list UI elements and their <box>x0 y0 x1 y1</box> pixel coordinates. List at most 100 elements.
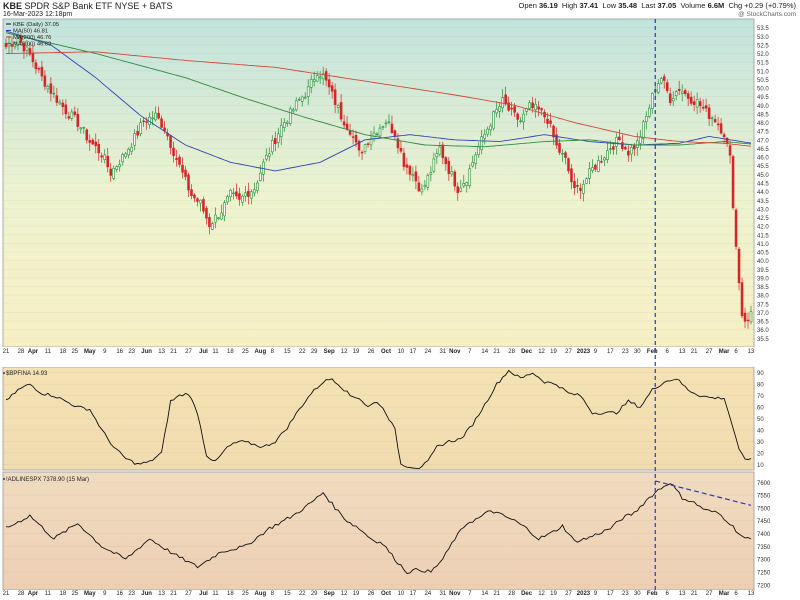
x-tick-label-bottom: 23 <box>622 591 629 597</box>
y-tick-label: 48.5 <box>757 112 769 118</box>
x-tick-label-bottom: 26 <box>368 591 375 597</box>
candle-body <box>462 183 466 187</box>
x-tick-label: 24 <box>425 349 432 355</box>
candle-body <box>534 103 537 110</box>
candle-body <box>121 153 124 163</box>
x-tick-label-bottom: 25 <box>242 591 249 597</box>
y-tick-label: 37.0 <box>757 311 769 317</box>
candle-body <box>324 71 328 81</box>
y-tick-label: 40 <box>757 428 764 434</box>
candle-body <box>447 160 451 174</box>
candle-body <box>573 181 576 188</box>
x-tick-label-bottom: 9 <box>594 591 598 597</box>
candle-body <box>259 172 262 181</box>
ma100-line <box>6 51 752 147</box>
x-tick-label-bottom: Jul <box>199 591 208 597</box>
y-tick-label: 46.5 <box>757 147 769 153</box>
candle-body <box>420 188 424 193</box>
y-tick-label: 20 <box>757 451 764 457</box>
candle-body <box>647 107 651 117</box>
candle-body <box>181 164 184 173</box>
candle-body <box>665 82 669 92</box>
y-tick-label: 43.5 <box>757 199 769 205</box>
candle-body <box>429 172 433 175</box>
candle-body <box>642 121 645 139</box>
legend-ma200: MA(200) 46.76 <box>13 35 51 41</box>
high-label: High <box>561 1 578 10</box>
adline-legend: !ADLINESPX 7378.90 (15 Mar) <box>6 477 89 483</box>
candle-body <box>85 129 89 141</box>
candle-body <box>187 174 190 191</box>
candle-body <box>408 165 412 175</box>
candle-body <box>67 116 71 119</box>
timestamp: 16-Mar-2023 12:18pm <box>3 11 73 18</box>
legend-price: KBE (Daily) 37.05 <box>13 22 59 28</box>
candle-body <box>594 164 597 170</box>
quote-summary: Open 36.19 High 37.41 Low 35.48 Last 37.… <box>519 1 796 10</box>
candle-body <box>441 144 445 159</box>
candle-body <box>175 157 178 161</box>
volume-label: Volume <box>680 1 706 10</box>
candle-body <box>480 136 483 150</box>
x-tick-label-bottom: 13 <box>158 591 165 597</box>
candle-body <box>348 130 352 135</box>
x-tick-label: Feb <box>647 349 658 355</box>
candle-body <box>504 94 507 105</box>
candle-body <box>432 158 436 172</box>
x-tick-label: 22 <box>299 349 306 355</box>
x-tick-label: 11 <box>45 349 52 355</box>
candle-body <box>279 124 283 137</box>
candle-body <box>519 120 522 122</box>
candle-body <box>40 66 44 77</box>
candle-body <box>390 123 394 133</box>
candle-body <box>471 162 475 167</box>
x-tick-label-bottom: 27 <box>565 591 572 597</box>
bpfina-legend: $BPFINA 14.93 <box>6 371 48 377</box>
candle-body <box>7 43 11 47</box>
candle-body <box>61 102 65 108</box>
x-tick-label: 29 <box>311 349 318 355</box>
x-tick-label: 23 <box>622 349 629 355</box>
candle-body <box>97 144 101 154</box>
x-tick-label: 28 <box>508 349 515 355</box>
candle-body <box>253 189 256 194</box>
candle-body <box>722 134 726 138</box>
x-tick-label-bottom: May <box>84 591 96 597</box>
candle-body <box>106 155 110 168</box>
candle-body <box>624 146 627 150</box>
candle-body <box>318 76 322 79</box>
candle-body <box>357 140 361 151</box>
x-tick-label: 13 <box>158 349 165 355</box>
x-tick-label-bottom: 25 <box>71 591 78 597</box>
chg-value: +0.29 (+0.79%) <box>744 1 796 10</box>
x-tick-label-bottom: 27 <box>185 591 192 597</box>
candle-body <box>495 109 498 114</box>
candle-body <box>342 121 346 126</box>
x-tick-label: 21 <box>691 349 698 355</box>
x-tick-label-bottom: Oct <box>381 591 391 597</box>
candle-body <box>157 112 160 119</box>
candle-body <box>271 139 274 153</box>
candle-body <box>76 113 80 127</box>
candle-body <box>130 146 133 152</box>
y-tick-label: 42.5 <box>757 216 769 222</box>
x-tick-label: Nov <box>449 349 461 355</box>
y-tick-label: 46.0 <box>757 156 769 162</box>
candle-body <box>579 187 582 191</box>
x-tick-label: 8 <box>271 349 275 355</box>
candle-body <box>160 118 163 128</box>
x-tick-label-bottom: 18 <box>60 591 67 597</box>
last-value: 37.05 <box>657 1 677 10</box>
x-tick-label-bottom: Jun <box>141 591 152 597</box>
x-tick-label-bottom: 30 <box>634 591 641 597</box>
candle-body <box>178 156 181 165</box>
y-tick-label: 39.5 <box>757 268 769 274</box>
candle-body <box>37 68 41 70</box>
candle-body <box>276 133 280 143</box>
x-tick-label: 18 <box>227 349 234 355</box>
x-tick-label: Dec <box>521 349 533 355</box>
x-tick-label-bottom: 13 <box>679 591 686 597</box>
candle-body <box>244 192 247 197</box>
y-tick-label: 90 <box>757 371 764 377</box>
